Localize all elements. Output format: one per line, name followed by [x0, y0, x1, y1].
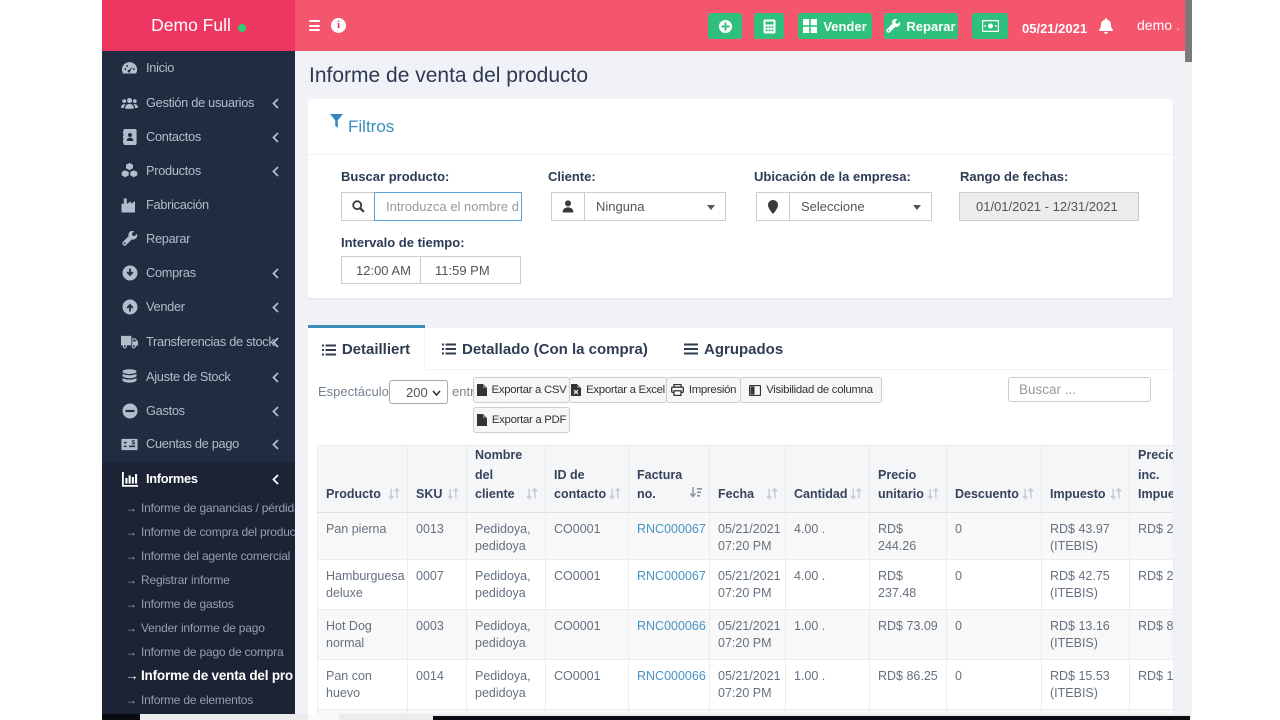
svg-text:$: $ — [131, 439, 135, 446]
